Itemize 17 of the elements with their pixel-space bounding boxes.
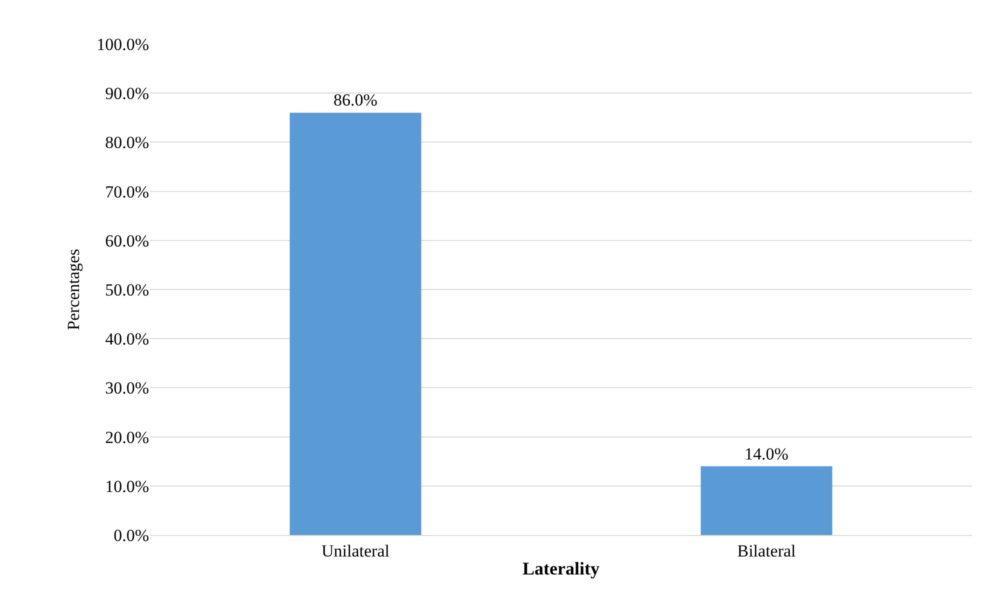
x-tick-label: Unilateral [322, 541, 390, 560]
y-tick-label: 0.0% [114, 526, 149, 545]
data-label: 14.0% [744, 444, 788, 464]
x-tick-label: Bilateral [737, 541, 796, 560]
y-tick-label: 80.0% [105, 133, 149, 152]
y-axis-title: Percentages [64, 248, 84, 330]
x-axis-title: Laterality [522, 558, 600, 578]
y-tick-label: 10.0% [105, 476, 149, 496]
y-tick-label: 40.0% [105, 330, 149, 349]
y-tick-label: 90.0% [105, 84, 149, 104]
y-tick-label: 20.0% [105, 428, 149, 447]
y-tick-label: 70.0% [105, 182, 149, 202]
y-tick-label: 100.0% [96, 34, 149, 54]
data-label: 86.0% [334, 90, 378, 110]
y-tick-label: 30.0% [105, 378, 149, 398]
y-tick-label: 50.0% [105, 280, 149, 300]
y-tick-label: 60.0% [105, 231, 149, 250]
